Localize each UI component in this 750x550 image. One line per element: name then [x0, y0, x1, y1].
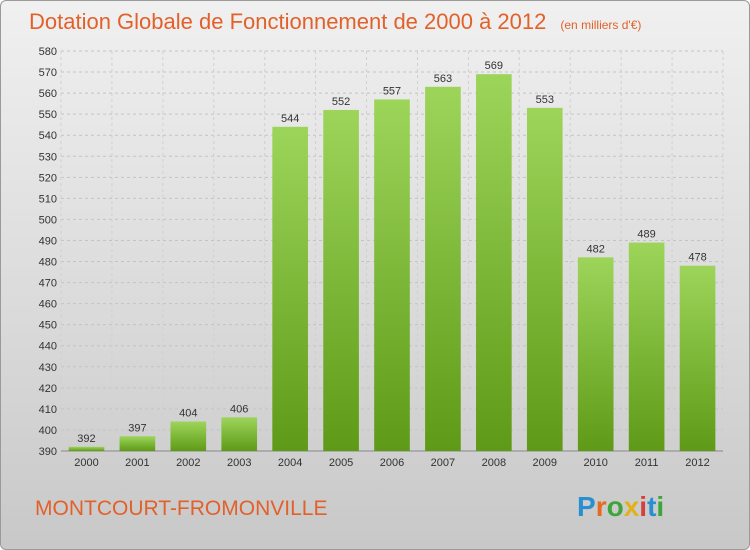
commune-name: MONTCOURT-FROMONVILLE — [35, 497, 328, 520]
y-tick-label: 530 — [39, 151, 57, 163]
bar-2006 — [374, 99, 410, 451]
y-tick-label: 580 — [39, 46, 57, 58]
data-label-2004: 544 — [281, 113, 299, 125]
chart-title: Dotation Globale de Fonctionnement de 20… — [29, 9, 641, 35]
bar-2001 — [119, 436, 156, 451]
data-label-2002: 404 — [179, 408, 197, 420]
bar-2011 — [628, 242, 665, 451]
logo-letter: t — [647, 491, 657, 522]
y-tick-label: 510 — [39, 193, 57, 205]
x-tick-label: 2007 — [431, 457, 455, 469]
bar-2008 — [476, 74, 512, 451]
y-tick-label: 390 — [39, 446, 57, 458]
bar-2012 — [679, 265, 716, 451]
bar-2009 — [526, 107, 563, 451]
chart-title-text: Dotation Globale de Fonctionnement de 20… — [29, 9, 547, 34]
y-tick-label: 420 — [39, 383, 57, 395]
data-label-2006: 557 — [383, 85, 401, 97]
y-tick-label: 540 — [39, 130, 57, 142]
bar-2000 — [68, 446, 105, 451]
x-tick-label: 2005 — [329, 457, 353, 469]
data-label-2000: 392 — [77, 433, 95, 445]
x-tick-label: 2012 — [685, 457, 709, 469]
x-tick-label: 2008 — [482, 457, 506, 469]
data-label-2005: 552 — [332, 96, 350, 108]
x-tick-label: 2004 — [278, 457, 302, 469]
data-label-2010: 482 — [587, 243, 605, 255]
data-label-2001: 397 — [128, 422, 146, 434]
y-tick-label: 560 — [39, 88, 57, 100]
x-tick-label: 2000 — [74, 457, 98, 469]
y-tick-label: 570 — [39, 67, 57, 79]
y-tick-label: 460 — [39, 299, 57, 311]
y-tick-label: 470 — [39, 278, 57, 290]
bars: 392 397 404 406 544 552 557 563 569 553 482 489 478 — [68, 60, 716, 452]
y-tick-label: 500 — [39, 214, 57, 226]
y-tick-label: 430 — [39, 362, 57, 374]
data-label-2008: 569 — [485, 60, 503, 72]
logo-letter: o — [606, 491, 624, 522]
logo-letter: i — [656, 491, 665, 522]
y-tick-label: 400 — [39, 425, 57, 437]
x-tick-label: 2011 — [635, 457, 659, 469]
logo-letter: x — [623, 491, 640, 522]
x-axis: 2000 2001 2002 2003 2004 2005 2006 2007 2008 2009… — [74, 457, 710, 469]
bar-2005 — [323, 109, 359, 452]
y-tick-label: 480 — [39, 257, 57, 269]
data-label-2011: 489 — [637, 229, 655, 241]
data-label-2009: 553 — [536, 94, 554, 106]
bar-2003 — [221, 417, 258, 451]
x-tick-label: 2009 — [533, 457, 557, 469]
x-tick-label: 2003 — [227, 457, 251, 469]
y-tick-label: 550 — [39, 109, 57, 121]
bar-2004 — [272, 126, 308, 451]
bar-2007 — [425, 86, 461, 451]
logo-letter: r — [595, 491, 607, 522]
y-tick-label: 490 — [39, 235, 57, 247]
x-tick-label: 2010 — [583, 457, 607, 469]
y-tick-label: 450 — [39, 320, 57, 332]
y-tick-label: 520 — [39, 172, 57, 184]
logo-letter: P — [577, 491, 596, 522]
proxiti-logo: Proxiti — [577, 491, 664, 523]
logo-letter: i — [639, 491, 648, 522]
bar-2010 — [577, 257, 614, 451]
data-label-2012: 478 — [688, 252, 706, 264]
bar-2002 — [170, 421, 207, 451]
y-axis: 390 400 410 420 430 440 450 460 470 480 490 500 510 5… — [39, 46, 57, 458]
y-tick-label: 410 — [39, 404, 57, 416]
data-label-2007: 563 — [434, 73, 452, 85]
x-tick-label: 2002 — [176, 457, 200, 469]
x-tick-label: 2001 — [125, 457, 149, 469]
chart-unit: (en milliers d'€) — [560, 18, 642, 32]
data-label-2003: 406 — [230, 403, 248, 415]
x-tick-label: 2006 — [380, 457, 404, 469]
y-tick-label: 440 — [39, 341, 57, 353]
